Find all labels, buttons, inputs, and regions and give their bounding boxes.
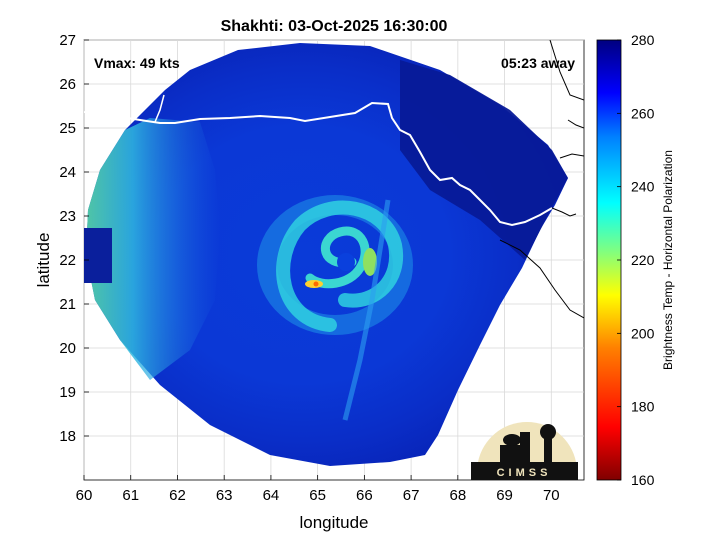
logo-tower-top-icon xyxy=(540,424,556,440)
x-ticks: 60 61 62 63 64 65 66 67 68 69 70 xyxy=(76,475,560,504)
microwave-swath xyxy=(84,43,568,466)
x-tick-label: 65 xyxy=(309,487,326,504)
x-tick-label: 62 xyxy=(169,487,186,504)
northeast-cold-region xyxy=(400,60,568,260)
y-tick-label: 26 xyxy=(59,76,76,93)
y-tick-label: 23 xyxy=(59,208,76,225)
scan-seam xyxy=(342,199,391,421)
cimss-logo: CIMSS xyxy=(471,421,578,480)
x-tick-label: 60 xyxy=(76,487,93,504)
spiral-band-inner xyxy=(305,226,370,289)
logo-building-icon xyxy=(500,432,530,462)
logo-tower-icon xyxy=(544,438,552,462)
chart-title: Shakhti: 03-Oct-2025 16:30:00 xyxy=(221,18,448,35)
logo-text: CIMSS xyxy=(497,467,552,479)
time-away-annotation: 05:23 away xyxy=(501,55,575,71)
colorbar-tick-label: 240 xyxy=(631,179,655,195)
x-tick-label: 66 xyxy=(356,487,373,504)
coastline-white-upper xyxy=(154,94,165,123)
vmax-annotation: Vmax: 49 kts xyxy=(94,55,180,71)
storm-eye xyxy=(337,253,355,271)
y-tick-label: 27 xyxy=(59,32,76,49)
y-tick-label: 25 xyxy=(59,120,76,137)
x-tick-label: 69 xyxy=(496,487,513,504)
colorbar-ticks: 160 180 200 220 240 260 280 xyxy=(617,32,655,488)
y-tick-label: 24 xyxy=(59,164,76,181)
warm-spot-east xyxy=(363,248,377,276)
coastline-black-north xyxy=(549,40,584,159)
colorbar-tick-label: 260 xyxy=(631,105,655,121)
y-ticks: 18 19 20 21 22 23 24 25 26 27 xyxy=(59,32,89,445)
x-tick-label: 64 xyxy=(263,487,280,504)
coastline-white xyxy=(84,101,553,227)
x-tick-label: 63 xyxy=(216,487,233,504)
west-warm-region xyxy=(86,118,220,380)
coastline xyxy=(84,40,584,319)
coastline-black xyxy=(499,207,584,319)
y-tick-label: 22 xyxy=(59,252,76,269)
colorbar-tick-label: 180 xyxy=(631,399,655,415)
x-tick-label: 61 xyxy=(122,487,139,504)
y-tick-label: 21 xyxy=(59,296,76,313)
x-tick-label: 67 xyxy=(403,487,420,504)
x-tick-label: 70 xyxy=(543,487,560,504)
x-axis-label: longitude xyxy=(299,513,368,532)
colorbar-label: Brightness Temp - Horizontal Polarizatio… xyxy=(661,150,675,370)
logo-base xyxy=(471,462,578,480)
colorbar-tick-label: 160 xyxy=(631,472,655,488)
y-tick-label: 19 xyxy=(59,384,76,401)
y-tick-label: 18 xyxy=(59,428,76,445)
y-tick-label: 20 xyxy=(59,340,76,357)
colorbar-tick-label: 200 xyxy=(631,325,655,341)
x-tick-label: 68 xyxy=(449,487,466,504)
logo-dish-icon xyxy=(503,434,521,446)
warm-spot-core xyxy=(313,281,319,287)
colorbar-tick-label: 220 xyxy=(631,252,655,268)
colorbar-tick-label: 280 xyxy=(631,32,655,48)
y-axis-label: latitude xyxy=(34,233,53,288)
spiral-band-outer xyxy=(276,200,404,332)
west-cold-patch xyxy=(84,228,112,283)
